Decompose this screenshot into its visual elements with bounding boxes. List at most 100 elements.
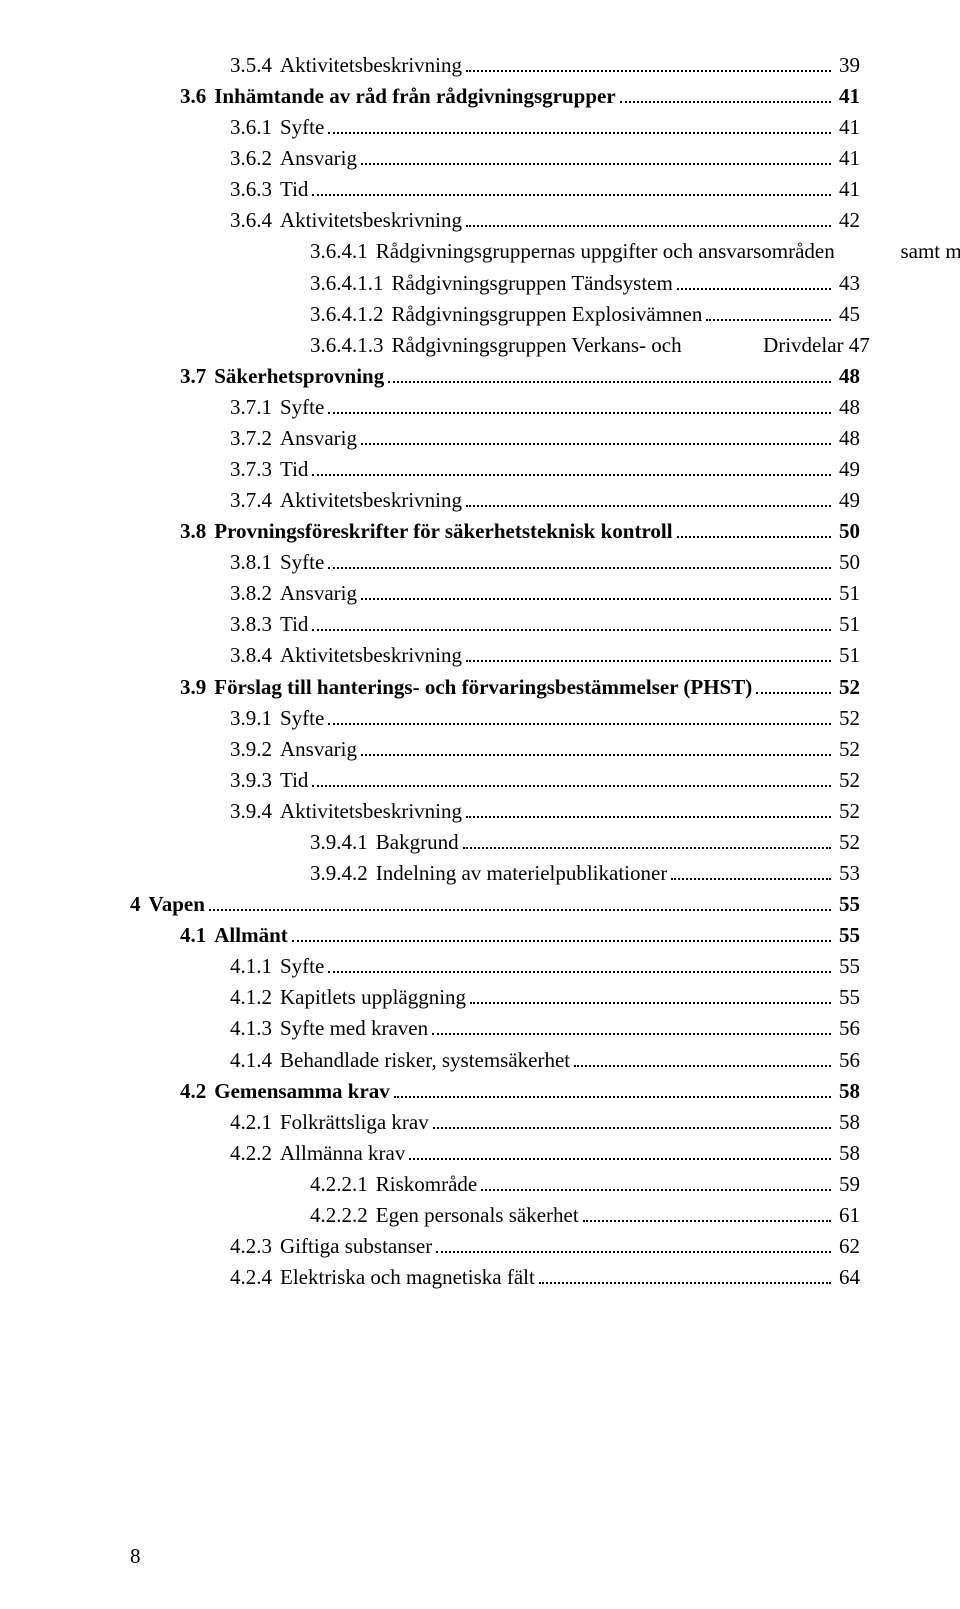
toc-number: 3.7 xyxy=(180,361,214,392)
toc-entry: 4.2.1Folkrättsliga krav58 xyxy=(130,1107,860,1138)
toc-number: 4.2.1 xyxy=(230,1107,280,1138)
toc-title: Tid xyxy=(280,454,308,485)
toc-page-ref: 50 xyxy=(835,516,860,547)
toc-leader-dots xyxy=(463,847,831,849)
toc-leader-dots xyxy=(466,70,831,72)
toc-leader-dots xyxy=(620,101,831,103)
toc-entry: 4.2.3Giftiga substanser62 xyxy=(130,1231,860,1262)
toc-leader-dots xyxy=(539,1282,831,1284)
toc-number: 3.7.1 xyxy=(230,392,280,423)
toc-entry: 3.9.4.2Indelning av materielpublikatione… xyxy=(130,858,860,889)
toc-title: Behandlade risker, systemsäkerhet xyxy=(280,1045,570,1076)
toc-number: 3.7.3 xyxy=(230,454,280,485)
toc-page-ref: 50 xyxy=(835,547,860,578)
toc-number: 3.8.4 xyxy=(230,640,280,671)
toc-title: Tid xyxy=(280,174,308,205)
toc-title: Rådgivningsgruppernas uppgifter och ansv… xyxy=(376,236,835,267)
toc-number: 3.9 xyxy=(180,672,214,703)
toc-leader-dots xyxy=(312,194,831,196)
toc-leader-dots xyxy=(466,816,831,818)
toc-entry: 3.9.1Syfte52 xyxy=(130,703,860,734)
toc-title: Gemensamma krav xyxy=(214,1076,390,1107)
toc-page-ref: 51 xyxy=(835,609,860,640)
toc-number: 3.8.3 xyxy=(230,609,280,640)
toc-entry: 3.6.2Ansvarig41 xyxy=(130,143,860,174)
toc-number: 3.9.2 xyxy=(230,734,280,765)
toc-title: Allmänt xyxy=(214,920,288,951)
toc-entry: 4.1.4Behandlade risker, systemsäkerhet56 xyxy=(130,1045,860,1076)
toc-number: 3.6.2 xyxy=(230,143,280,174)
toc-title: Aktivitetsbeskrivning xyxy=(280,796,462,827)
toc-title: Provningsföreskrifter för säkerhetstekni… xyxy=(214,516,672,547)
toc-title-continued: samt minneslistor för granskning 43 xyxy=(900,236,960,267)
toc-number: 4.1 xyxy=(180,920,214,951)
toc-title: Ansvarig xyxy=(280,734,357,765)
toc-title: Ansvarig xyxy=(280,578,357,609)
toc-leader-dots xyxy=(394,1096,831,1098)
toc-entry: 3.8Provningsföreskrifter för säkerhetste… xyxy=(130,516,860,547)
toc-entry: 3.6.3Tid41 xyxy=(130,174,860,205)
toc-number: 3.6.4.1 xyxy=(310,236,376,267)
toc-page-ref: 53 xyxy=(835,858,860,889)
toc-page-ref: 39 xyxy=(835,50,860,81)
toc-title: Elektriska och magnetiska fält xyxy=(280,1262,535,1293)
toc-number: 3.6.3 xyxy=(230,174,280,205)
toc-number: 3.9.3 xyxy=(230,765,280,796)
toc-entry: 4.1.2Kapitlets uppläggning55 xyxy=(130,982,860,1013)
toc-leader-dots xyxy=(574,1065,831,1067)
toc-number: 3.6 xyxy=(180,81,214,112)
toc-title-continued: Drivdelar 47 xyxy=(763,330,870,361)
toc-leader-dots xyxy=(312,629,831,631)
toc-page-ref: 56 xyxy=(835,1045,860,1076)
toc-entry: 3.9.4Aktivitetsbeskrivning52 xyxy=(130,796,860,827)
toc-title: Vapen xyxy=(149,889,205,920)
toc-leader-dots xyxy=(466,225,831,227)
toc-title: Ansvarig xyxy=(280,423,357,454)
toc-leader-dots xyxy=(312,785,831,787)
toc-number: 3.9.4.2 xyxy=(310,858,376,889)
toc-number: 3.9.1 xyxy=(230,703,280,734)
toc-leader-dots xyxy=(328,971,831,973)
toc-page-ref: 58 xyxy=(835,1107,860,1138)
toc-leader-dots xyxy=(328,412,831,414)
toc-leader-dots xyxy=(361,754,831,756)
toc-title: Egen personals säkerhet xyxy=(376,1200,579,1231)
toc-entry: 3.6.1Syfte41 xyxy=(130,112,860,143)
toc-leader-dots xyxy=(409,1158,831,1160)
document-page: 3.5.4Aktivitetsbeskrivning393.6Inhämtand… xyxy=(0,0,960,1609)
toc-page-ref: 52 xyxy=(835,734,860,765)
toc-number: 4.2.2.2 xyxy=(310,1200,376,1231)
toc-leader-dots xyxy=(209,909,831,911)
toc-number: 3.6.4.1.1 xyxy=(310,268,392,299)
toc-title: Rådgivningsgruppen Explosivämnen xyxy=(392,299,703,330)
toc-page-ref: 61 xyxy=(835,1200,860,1231)
toc-entry: 3.6.4.1Rådgivningsgruppernas uppgifter o… xyxy=(130,236,860,267)
toc-leader-dots xyxy=(436,1251,831,1253)
toc-leader-dots xyxy=(388,381,831,383)
toc-title: Aktivitetsbeskrivning xyxy=(280,50,462,81)
toc-number: 4.2.3 xyxy=(230,1231,280,1262)
toc-title: Allmänna krav xyxy=(280,1138,405,1169)
toc-title: Syfte med kraven xyxy=(280,1013,428,1044)
toc-page-ref: 58 xyxy=(835,1138,860,1169)
toc-number: 4.2.4 xyxy=(230,1262,280,1293)
toc-leader-dots xyxy=(361,443,831,445)
toc-title: Rådgivningsgruppen Tändsystem xyxy=(392,268,673,299)
toc-page-ref: 49 xyxy=(835,485,860,516)
toc-title: Aktivitetsbeskrivning xyxy=(280,640,462,671)
toc-title: Förslag till hanterings- och förvaringsb… xyxy=(214,672,752,703)
toc-page-ref: 51 xyxy=(835,640,860,671)
toc-leader-dots xyxy=(677,536,831,538)
toc-leader-dots xyxy=(361,598,831,600)
toc-number: 3.6.1 xyxy=(230,112,280,143)
toc-leader-dots xyxy=(583,1220,831,1222)
toc-leader-dots xyxy=(706,319,831,321)
toc-number: 3.9.4 xyxy=(230,796,280,827)
toc-entry: 3.7.4Aktivitetsbeskrivning49 xyxy=(130,485,860,516)
toc-number: 4.1.3 xyxy=(230,1013,280,1044)
toc-entry: 4Vapen55 xyxy=(130,889,860,920)
toc-page-ref: 55 xyxy=(835,920,860,951)
toc-leader-dots xyxy=(470,1002,831,1004)
toc-entry: 3.7Säkerhetsprovning48 xyxy=(130,361,860,392)
toc-title: Syfte xyxy=(280,951,324,982)
